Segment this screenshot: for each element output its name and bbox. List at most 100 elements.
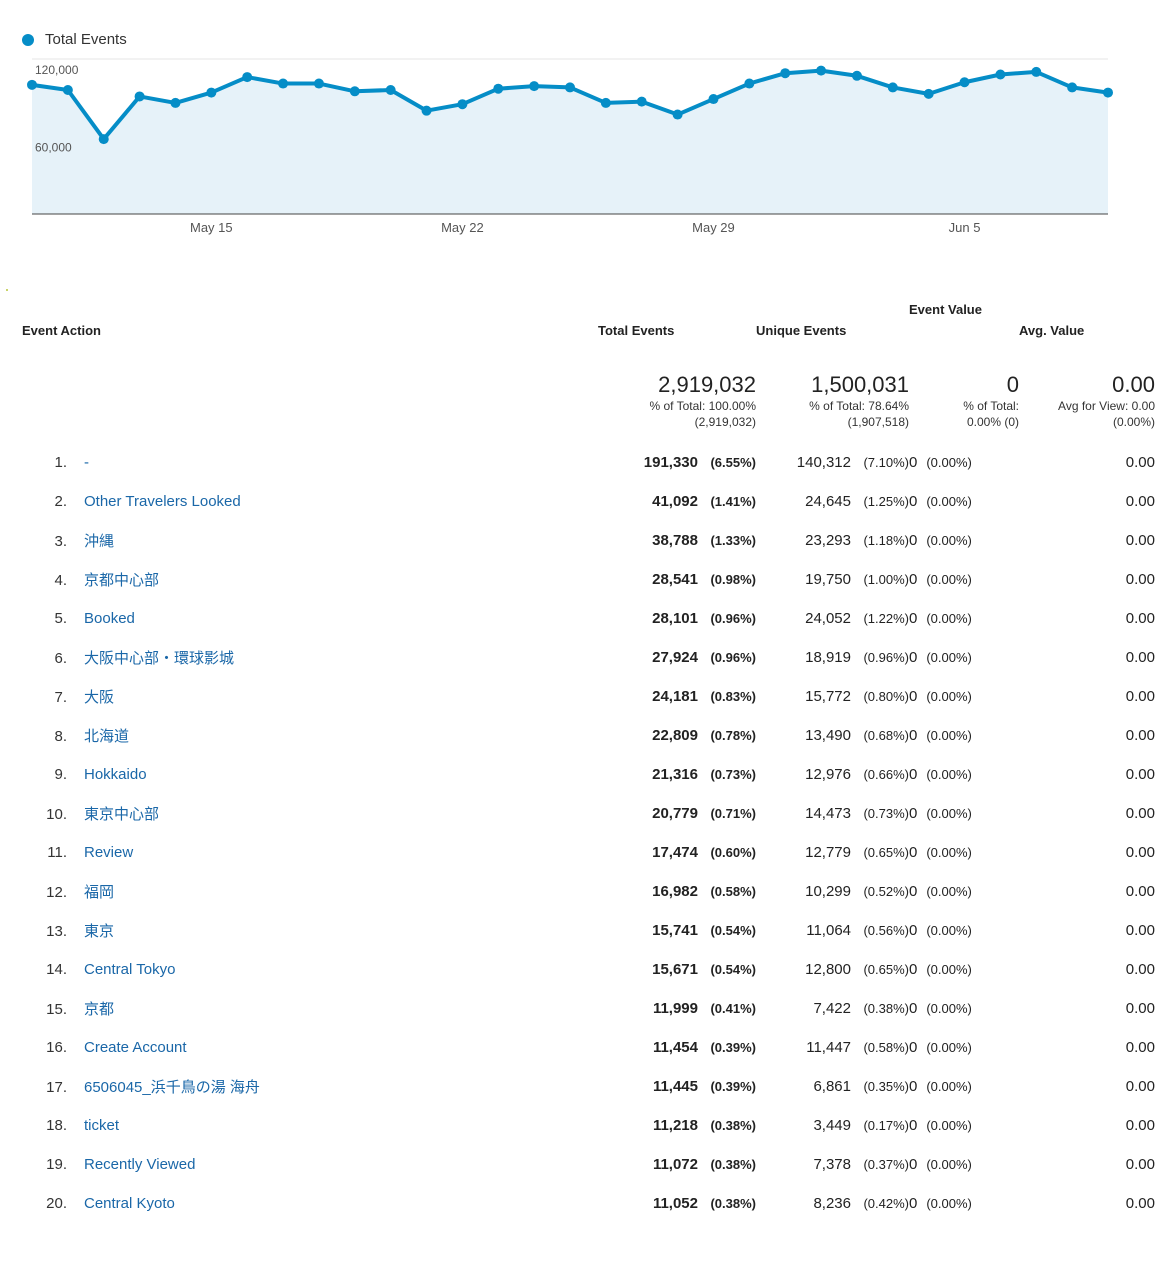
row-select-cell[interactable] (0, 1145, 22, 1184)
summary-total-value: 2,919,032 (658, 372, 756, 397)
event-action-link[interactable]: Hokkaido (84, 766, 147, 783)
data-point (565, 82, 575, 93)
row-unique-events-pct: (0.42%) (863, 1196, 909, 1211)
table-row: 3. 沖縄 38,788 (1.33%) 23,293 (1.18%) 0 (0.00%… (0, 521, 1155, 560)
chart-legend[interactable]: Total Events (22, 31, 127, 48)
summary-avg-value-value: 0.00 (1112, 372, 1155, 397)
summary-value-of: 0.00% (0) (966, 415, 1019, 429)
event-action-link[interactable]: Central Kyoto (84, 1195, 175, 1212)
row-event-value: 0 (909, 727, 918, 744)
event-action-link[interactable]: 福岡 (84, 884, 115, 901)
row-event-value-pct: (0.00%) (926, 1040, 972, 1055)
event-action-link[interactable]: 大阪 (84, 689, 115, 706)
summary-total-events: 2,919,032 % of Total: 100.00% (2,919,032… (598, 359, 756, 443)
row-event-action-cell: 17. 6506045_浜千鳥の湯 海舟 (22, 1067, 598, 1106)
row-unique-events-cell: 11,064 (0.56%) (756, 911, 909, 950)
table-row: 17. 6506045_浜千鳥の湯 海舟 11,445 (0.39%) 6,861 (… (0, 1067, 1155, 1106)
row-index: 13. (46, 923, 67, 940)
row-select-cell[interactable] (0, 911, 22, 950)
row-unique-events-cell: 7,378 (0.37%) (756, 1145, 909, 1184)
row-index: 12. (46, 884, 67, 901)
row-index: 6. (54, 650, 67, 667)
row-unique-events: 15,772 (805, 688, 851, 705)
legend-label: Total Events (45, 31, 127, 48)
row-event-value-cell: 0 (0.00%) (909, 677, 1019, 716)
summary-total-pct: % of Total: 100.00% (649, 399, 756, 413)
row-select-cell[interactable] (0, 443, 22, 482)
summary-event-value: 0 % of Total: 0.00% (0) (909, 359, 1019, 443)
row-select-cell[interactable] (0, 833, 22, 872)
row-select-cell[interactable] (0, 989, 22, 1028)
row-select-cell[interactable] (0, 950, 22, 989)
row-select-cell[interactable] (0, 1106, 22, 1145)
row-total-events-pct: (0.41%) (710, 1001, 756, 1016)
row-event-action-cell: 8. 北海道 (22, 716, 598, 755)
event-action-link[interactable]: 京都 (84, 1001, 115, 1018)
row-unique-events-cell: 12,800 (0.65%) (756, 950, 909, 989)
row-index: 14. (46, 961, 67, 978)
event-action-link[interactable]: Create Account (84, 1039, 187, 1056)
table-row: 6. 大阪中心部・環球影城 27,924 (0.96%) 18,919 (0.96%)… (0, 638, 1155, 677)
row-select-cell[interactable] (0, 638, 22, 677)
row-event-action-cell: 15. 京都 (22, 989, 598, 1028)
row-total-events: 16,982 (652, 883, 698, 900)
row-event-action-cell: 3. 沖縄 (22, 521, 598, 560)
row-index: 4. (54, 572, 67, 589)
row-select-cell[interactable] (0, 677, 22, 716)
row-select-cell[interactable] (0, 1184, 22, 1223)
header-event-action[interactable]: Event Action (22, 323, 101, 338)
table-row: 4. 京都中心部 28,541 (0.98%) 19,750 (1.00%) 0 (0.… (0, 560, 1155, 599)
row-avg-value: 0.00 (1125, 493, 1155, 510)
header-total-events[interactable]: Total Events (598, 323, 675, 338)
event-action-link[interactable]: 京都中心部 (84, 572, 160, 589)
data-point (959, 77, 970, 88)
event-action-link[interactable]: 北海道 (84, 728, 130, 745)
event-action-link[interactable]: - (84, 454, 89, 471)
data-point (1067, 82, 1078, 93)
row-event-action-cell: 9. Hokkaido (22, 755, 598, 794)
event-action-link[interactable]: Booked (84, 610, 135, 627)
event-action-link[interactable]: ticket (84, 1117, 120, 1134)
event-action-link[interactable]: Recently Viewed (84, 1156, 196, 1173)
row-select-cell[interactable] (0, 599, 22, 638)
row-select-cell[interactable] (0, 482, 22, 521)
row-total-events-cell: 11,999 (0.41%) (598, 989, 756, 1028)
row-unique-events-pct: (0.65%) (863, 962, 909, 977)
row-unique-events-pct: (0.96%) (863, 650, 909, 665)
header-event-value[interactable]: Event Value (909, 302, 982, 317)
row-select-cell[interactable] (0, 794, 22, 833)
event-action-link[interactable]: Other Travelers Looked (84, 493, 241, 510)
row-select-cell[interactable] (0, 872, 22, 911)
data-point (421, 105, 432, 116)
row-select-cell[interactable] (0, 521, 22, 560)
row-select-cell[interactable] (0, 1067, 22, 1106)
header-unique-events[interactable]: Unique Events (756, 323, 847, 338)
data-point (242, 72, 253, 83)
row-unique-events-cell: 8,236 (0.42%) (756, 1184, 909, 1223)
event-action-link[interactable]: 東京中心部 (84, 806, 160, 823)
row-select-cell[interactable] (0, 560, 22, 599)
row-select-cell[interactable] (0, 755, 22, 794)
row-event-value-cell: 0 (0.00%) (909, 911, 1019, 950)
x-tick-label: May 22 (441, 220, 484, 235)
data-point (385, 85, 396, 95)
header-avg-value[interactable]: Avg. Value (1019, 323, 1085, 338)
row-event-action-cell: 11. Review (22, 833, 598, 872)
row-event-value: 0 (909, 454, 918, 471)
row-unique-events-pct: (0.17%) (863, 1118, 909, 1133)
row-select-cell[interactable] (0, 716, 22, 755)
row-event-value-cell: 0 (0.00%) (909, 1067, 1019, 1106)
row-event-value-cell: 0 (0.00%) (909, 989, 1019, 1028)
table-row: 16. Create Account 11,454 (0.39%) 11,447 (0… (0, 1028, 1155, 1067)
row-select-cell[interactable] (0, 1028, 22, 1067)
row-total-events: 22,809 (652, 727, 698, 744)
event-action-link[interactable]: 東京 (84, 923, 115, 940)
event-action-link[interactable]: 沖縄 (84, 533, 115, 550)
row-total-events-cell: 11,052 (0.38%) (598, 1184, 756, 1223)
event-action-link[interactable]: Central Tokyo (84, 961, 176, 978)
row-unique-events-pct: (1.25%) (863, 494, 909, 509)
event-action-link[interactable]: Review (84, 844, 134, 861)
row-unique-events-pct: (7.10%) (863, 455, 909, 470)
event-action-link[interactable]: 大阪中心部・環球影城 (84, 650, 235, 667)
event-action-link[interactable]: 6506045_浜千鳥の湯 海舟 (84, 1079, 260, 1096)
